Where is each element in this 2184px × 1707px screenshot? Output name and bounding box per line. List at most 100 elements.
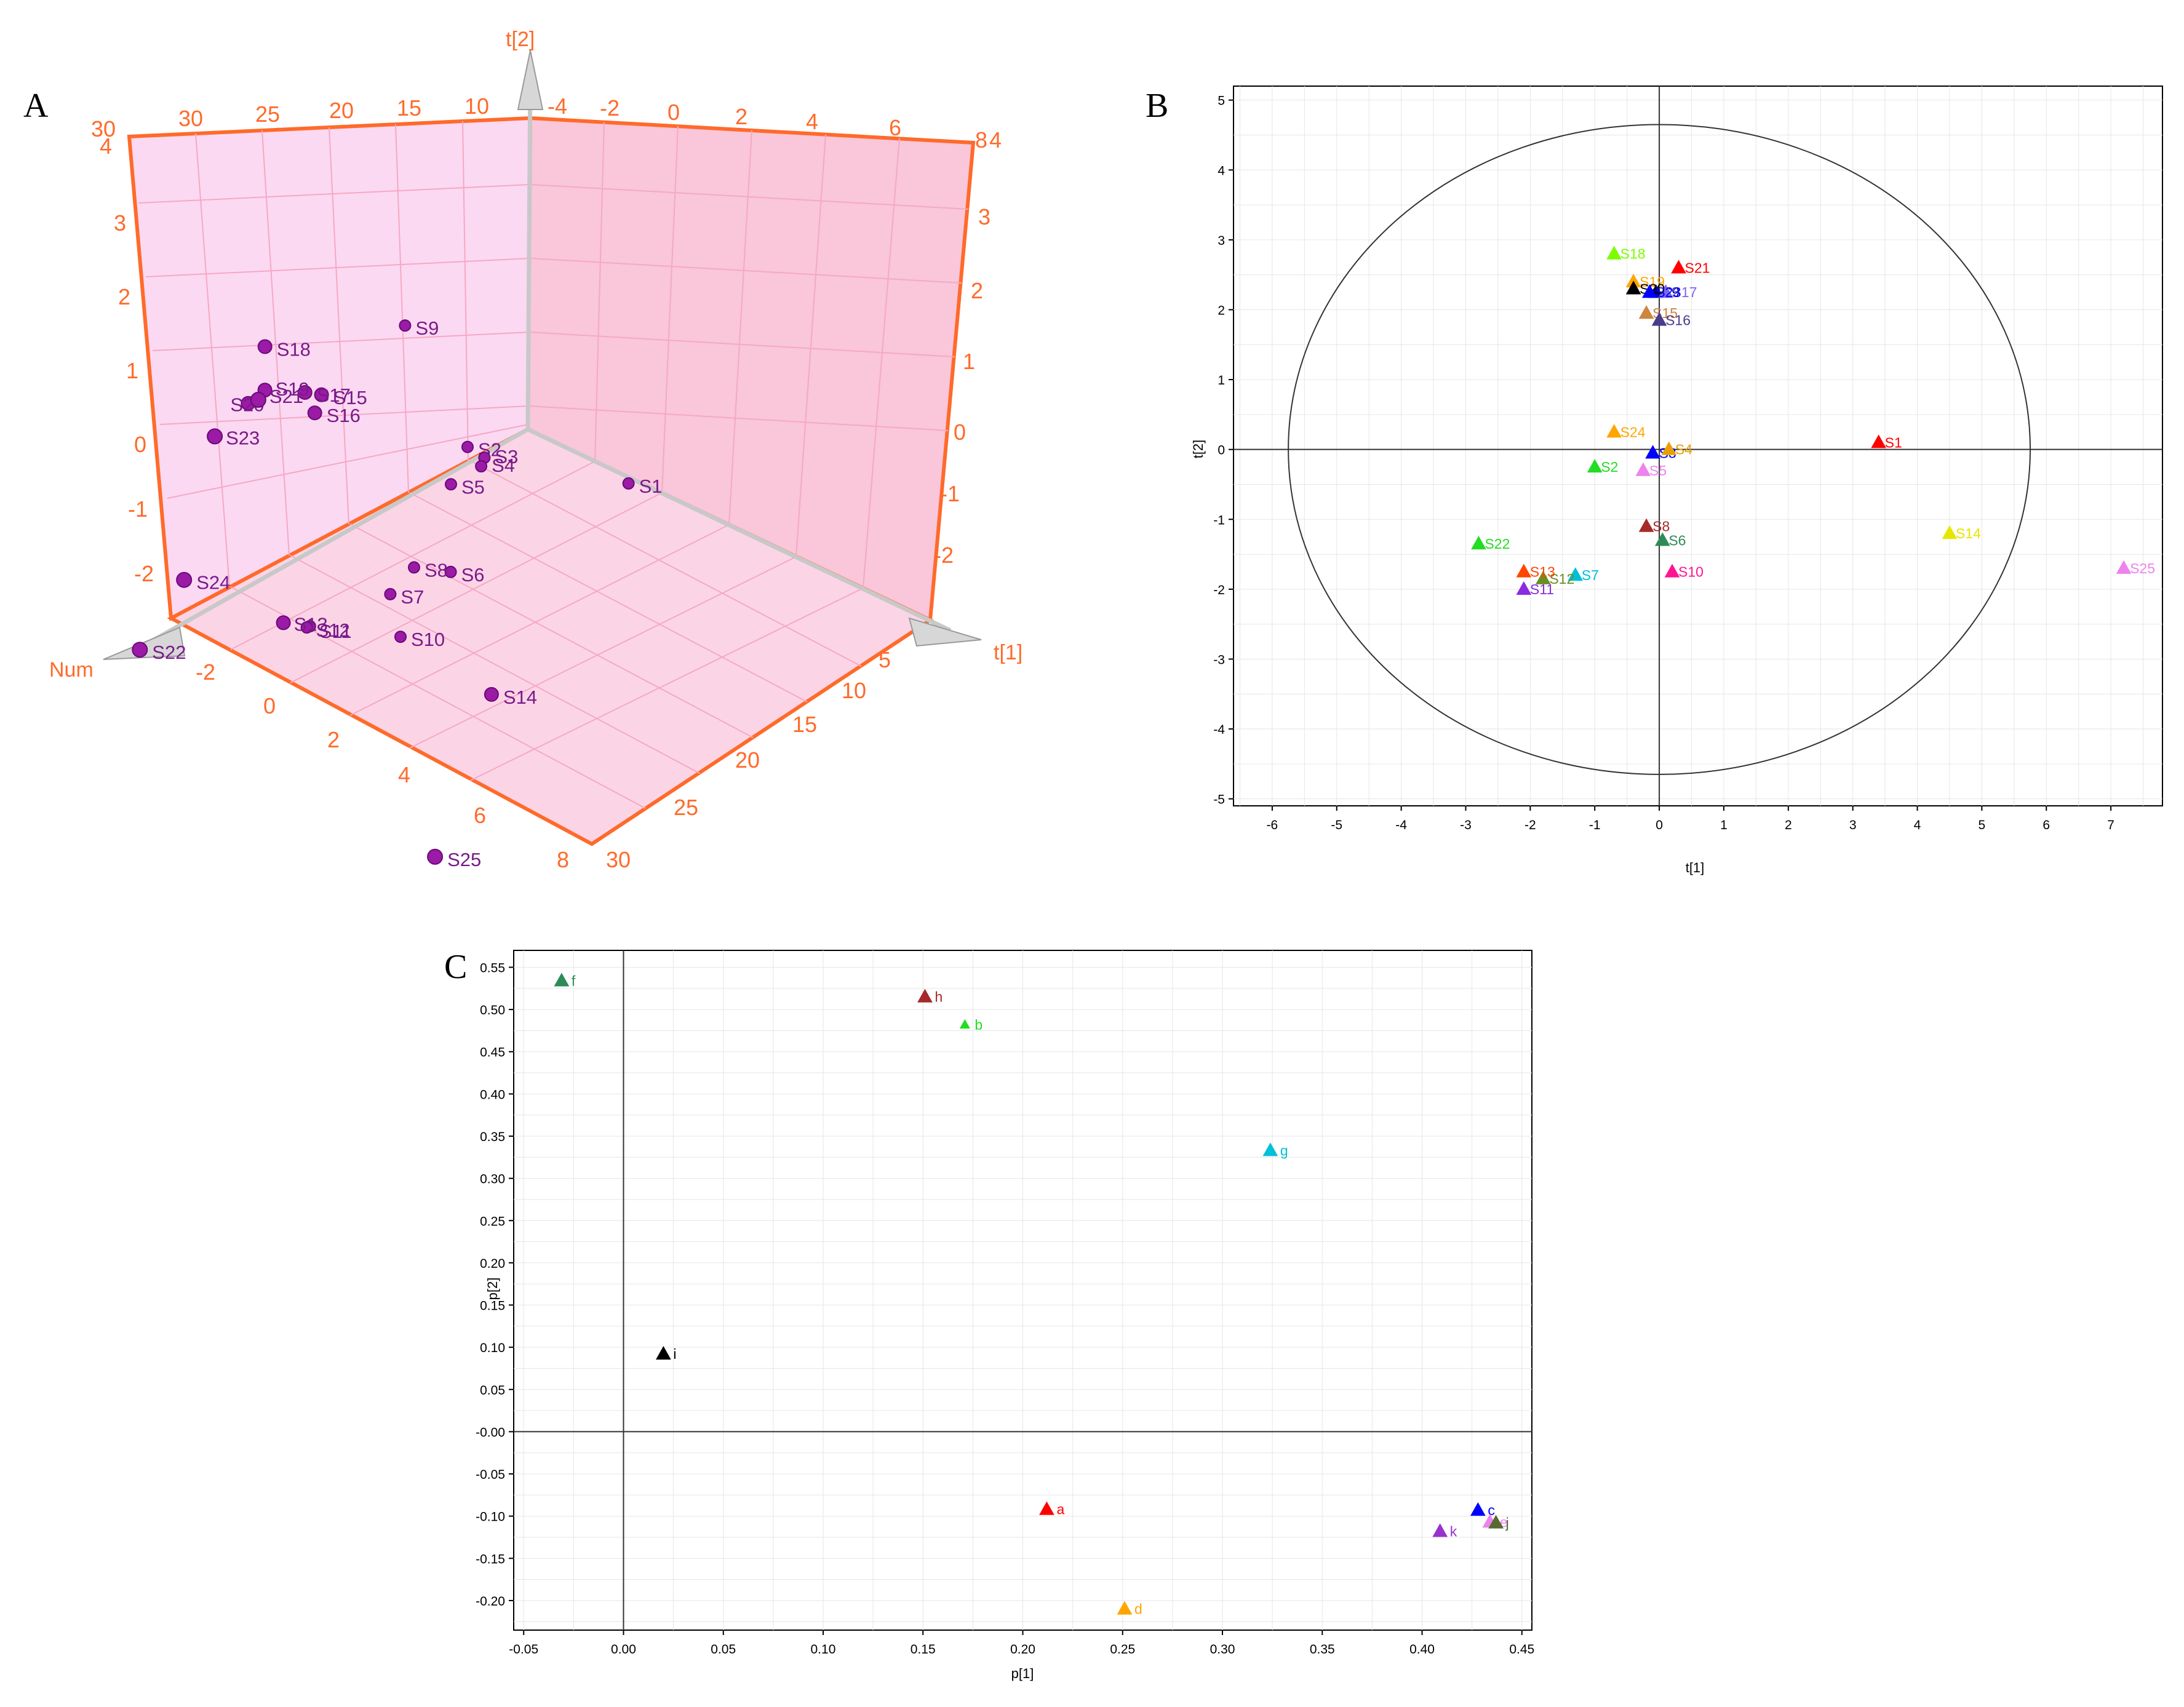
x-tick-label: 0.20 (1010, 1642, 1035, 1657)
tick-label: 15 (397, 95, 421, 121)
y-axis-label-c: p[2] (485, 1278, 500, 1300)
3d-right-ticks: 3 2 1 0 -1 -2 (934, 204, 990, 568)
tick-label: 3 (114, 210, 126, 236)
tick-label: 4 (806, 109, 818, 134)
y-tick-label: -0.20 (476, 1594, 505, 1609)
x-tick-label: 0.25 (1110, 1642, 1135, 1657)
score-point-s16 (1651, 312, 1667, 326)
score-point-label: S23 (1656, 284, 1681, 300)
point-label-3d: S17 (317, 384, 351, 406)
point-3d-s10 (394, 631, 407, 643)
score-point-s22 (1471, 536, 1486, 550)
point-3d-s23 (207, 428, 223, 445)
y-tick-label: 0.10 (480, 1341, 505, 1355)
score-point-s20 (1625, 281, 1641, 295)
score-point-label: S25 (2130, 560, 2155, 576)
point-label-3d: S16 (327, 405, 361, 426)
t1-axis-arrow-icon (908, 617, 982, 647)
point-3d-s24 (176, 571, 193, 588)
tick-label: 0 (954, 420, 966, 445)
tick-label: 8 (975, 127, 987, 153)
loading-point-h (917, 989, 933, 1003)
point-3d-s21 (250, 391, 266, 408)
score-point-s2 (1587, 459, 1603, 473)
x-tick-label: -5 (1331, 818, 1342, 832)
y-tick-label: 4 (1218, 164, 1225, 178)
score-point-s12 (1535, 570, 1551, 584)
loading-point-label: b (974, 1017, 982, 1033)
tick-label: 0 (134, 432, 146, 457)
y-tick-label: 5 (1218, 94, 1225, 108)
y-tick-label: -2 (1213, 583, 1225, 597)
score-point-s13 (1516, 563, 1532, 578)
panel-letter-b: B (1146, 87, 1168, 125)
y-tick-label: -4 (1213, 723, 1225, 737)
point-label-3d: S15 (333, 387, 367, 408)
x-tick-label: 3 (1849, 818, 1857, 832)
score-point-s4 (1661, 441, 1677, 455)
point-label-3d: S4 (492, 455, 515, 476)
panel-letter-a: A (23, 87, 49, 125)
y-tick-label: 3 (1218, 234, 1225, 248)
loading-point-label: d (1134, 1601, 1142, 1617)
score-point-label: S4 (1675, 442, 1692, 458)
point-label-3d: S8 (424, 559, 448, 581)
score-point-s23 (1642, 284, 1657, 298)
x-tick-label: 0.40 (1409, 1642, 1435, 1657)
score-point-s17 (1658, 284, 1673, 298)
y-tick-label: -5 (1213, 793, 1225, 807)
grid-b (1233, 86, 2162, 806)
loading-point-label: g (1280, 1142, 1288, 1158)
y-tick-label: 0.05 (480, 1383, 505, 1398)
tick-label: 8 (557, 847, 569, 872)
tick-label: 15 (792, 712, 817, 737)
panel-c-loading-plot: C -0.05 0.00 0.05 0.10 0.15 0.20 0.25 0.30 0.35 0… (444, 948, 1534, 1681)
loading-point-label: a (1056, 1502, 1064, 1518)
tick-label: 0 (263, 693, 276, 718)
tick-label: 2 (735, 104, 747, 129)
score-point-s7 (1568, 567, 1584, 581)
score-point-label: S5 (1649, 463, 1667, 479)
tick-label: -2 (134, 561, 154, 586)
score-point-label: S10 (1678, 563, 1704, 579)
point-3d-s22 (132, 642, 148, 658)
tick-label: 3 (978, 204, 990, 229)
grid-c (514, 950, 1532, 1630)
point-3d-s8 (408, 561, 420, 574)
score-point-s8 (1638, 518, 1654, 532)
point-label-3d: S6 (461, 564, 485, 586)
x-tick-label: 7 (2107, 818, 2114, 832)
score-point-s18 (1606, 245, 1622, 260)
3d-left-ticks: 4 3 2 1 0 -1 -2 (100, 133, 154, 586)
point-3d-s12 (300, 621, 313, 634)
y-tick-label: 0.55 (480, 961, 505, 975)
point-3d-s25 (427, 848, 444, 865)
x-tick-label: -0.05 (509, 1642, 538, 1657)
score-point-label: S17 (1672, 284, 1697, 300)
loading-point-label: k (1450, 1523, 1457, 1539)
points-b: S1S2S3S4S5S6S7S8S9S10S11S12S13S14S15S16S… (1471, 245, 2155, 597)
point-label-3d: S13 (294, 613, 328, 635)
x-tick-label: 0.15 (911, 1642, 936, 1657)
y-tick-label: 1 (1218, 373, 1225, 388)
score-point-s15 (1638, 305, 1654, 319)
point-3d-s16 (307, 405, 322, 421)
score-point-label: S13 (1530, 563, 1555, 579)
tick-label: 20 (735, 747, 760, 773)
tick-label: -2 (934, 543, 954, 568)
point-label-3d: S23 (226, 427, 260, 448)
point-label-3d: S11 (319, 621, 352, 642)
point-3d-s14 (484, 686, 499, 702)
y-tick-label: 0.25 (480, 1214, 505, 1228)
tick-label: 1 (126, 358, 138, 383)
loading-point-i (656, 1346, 671, 1360)
tick-label: 1 (963, 349, 975, 374)
y-tick-label: 0.50 (480, 1003, 505, 1017)
point-3d-s17 (297, 385, 313, 400)
loading-point-g (1262, 1142, 1278, 1156)
x-tick-label: 0.10 (811, 1642, 836, 1657)
axis-name-t1: t[1] (994, 641, 1022, 664)
point-label-3d: S1 (639, 475, 663, 497)
point-3d-s13 (276, 615, 291, 631)
